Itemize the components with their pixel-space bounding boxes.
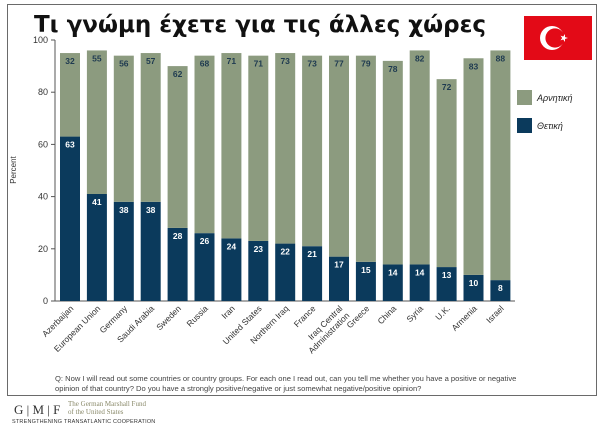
legend-swatch: [517, 90, 532, 105]
data-label-negative: 71: [227, 56, 237, 66]
data-label-positive: 23: [254, 244, 264, 254]
data-label-positive: 8: [498, 283, 503, 293]
legend-label: Θετική: [537, 121, 563, 131]
data-label-negative: 77: [334, 59, 344, 69]
x-tick-label: Syria: [404, 303, 425, 324]
bar-negative: [436, 79, 457, 268]
bar-negative: [275, 53, 296, 244]
y-axis-label: Percent: [9, 155, 18, 183]
data-label-negative: 71: [254, 59, 264, 69]
data-label-negative: 72: [442, 82, 452, 92]
bar-negative: [463, 58, 484, 275]
x-tick-label: China: [375, 303, 398, 326]
bar-negative: [490, 50, 511, 281]
bar-positive: [60, 136, 80, 301]
bar-negative: [60, 53, 80, 137]
data-label-positive: 21: [307, 249, 317, 259]
x-tick-label: Sweden: [154, 303, 183, 332]
x-tick-label: Armenia: [449, 303, 479, 333]
bar-positive: [436, 267, 457, 301]
x-tick-label: France: [292, 303, 318, 329]
data-label-positive: 38: [146, 205, 156, 215]
data-label-negative: 83: [469, 61, 479, 71]
bar-negative: [194, 55, 215, 234]
data-label-positive: 38: [119, 205, 129, 215]
data-label-positive: 10: [469, 278, 479, 288]
legend-label: Αρνητική: [536, 93, 573, 103]
bar-positive: [194, 233, 215, 301]
y-tick-label: 40: [38, 192, 48, 202]
data-label-negative: 79: [361, 59, 371, 69]
data-label-positive: 17: [334, 260, 344, 270]
bar-positive: [248, 240, 269, 301]
bar-positive: [355, 261, 376, 301]
data-label-negative: 73: [280, 56, 290, 66]
y-tick-label: 20: [38, 244, 48, 254]
y-tick-label: 80: [38, 87, 48, 97]
data-label-negative: 73: [307, 59, 317, 69]
logo-name-2: of the United States: [68, 408, 124, 416]
bar-negative: [113, 55, 134, 202]
data-label-negative: 88: [496, 53, 506, 63]
bar-negative: [382, 60, 403, 265]
bar-negative: [355, 55, 376, 262]
stacked-bar-chart: 020406080100Percent6332Azerbaijan4155Eur…: [9, 35, 573, 355]
logo-letters: G | M | F: [14, 402, 61, 417]
data-label-negative: 68: [200, 59, 210, 69]
bar-negative: [86, 50, 107, 194]
bar-negative: [302, 55, 323, 247]
data-label-positive: 13: [442, 270, 452, 280]
data-label-positive: 15: [361, 265, 371, 275]
gmf-logo: G | M | F The German Marshall Fund of the…: [12, 400, 162, 428]
data-label-positive: 63: [65, 140, 75, 150]
bar-negative: [409, 50, 430, 265]
turkey-flag-icon: [524, 16, 592, 60]
bar-positive: [113, 201, 134, 301]
data-label-positive: 14: [415, 267, 425, 277]
x-tick-label: Iran: [219, 303, 237, 321]
chart-title: Τι γνώμη έχετε για τις άλλες χώρες: [33, 12, 486, 38]
bar-negative: [329, 55, 349, 257]
y-tick-label: 100: [33, 35, 48, 45]
data-label-negative: 62: [173, 69, 183, 79]
data-label-positive: 22: [280, 247, 290, 257]
bar-negative: [167, 66, 188, 228]
question-note: Q: Now I will read out some countries or…: [55, 374, 517, 393]
x-tick-label: U.K.: [433, 303, 452, 322]
bar-negative: [221, 53, 242, 239]
data-label-negative: 78: [388, 64, 398, 74]
data-label-negative: 57: [146, 56, 156, 66]
bar-positive: [490, 280, 511, 301]
data-label-positive: 14: [388, 267, 398, 277]
bar-negative: [248, 55, 269, 241]
data-label-negative: 56: [119, 59, 129, 69]
logo-tagline: STRENGTHENING TRANSATLANTIC COOPERATION: [12, 419, 156, 425]
bar-positive: [140, 201, 161, 301]
y-tick-label: 60: [38, 139, 48, 149]
bar-positive: [275, 243, 296, 301]
x-tick-label: European Union: [52, 303, 103, 354]
data-label-negative: 55: [92, 53, 102, 63]
data-label-negative: 82: [415, 53, 425, 63]
data-label-negative: 32: [65, 56, 75, 66]
bar-negative: [140, 53, 161, 202]
bar-positive: [302, 246, 323, 301]
bar-positive: [221, 238, 242, 301]
y-tick-label: 0: [43, 296, 48, 306]
data-label-positive: 24: [227, 241, 237, 251]
legend-swatch: [517, 118, 532, 133]
bar-positive: [86, 193, 107, 301]
data-label-positive: 28: [173, 231, 183, 241]
data-label-positive: 41: [92, 197, 102, 207]
bar-positive: [409, 264, 430, 301]
data-label-positive: 26: [200, 236, 210, 246]
x-tick-label: Israel: [484, 303, 506, 325]
bar-positive: [167, 227, 188, 301]
x-tick-label: Russia: [184, 303, 210, 329]
bar-positive: [463, 274, 484, 301]
logo-name-1: The German Marshall Fund: [68, 400, 146, 408]
bar-positive: [329, 256, 349, 301]
bar-positive: [382, 264, 403, 301]
